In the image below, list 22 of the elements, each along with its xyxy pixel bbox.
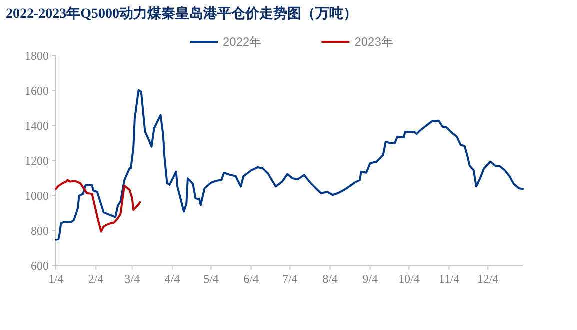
y-tick-label: 1000 xyxy=(25,189,49,203)
x-tick-label: 2/4 xyxy=(88,272,104,286)
legend-label: 2022年 xyxy=(223,35,262,49)
x-tick-label: 4/4 xyxy=(164,272,180,286)
x-tick-label: 5/4 xyxy=(204,272,219,286)
y-tick-label: 1400 xyxy=(25,119,49,133)
legend-label: 2023年 xyxy=(354,35,394,49)
x-tick-label: 11/4 xyxy=(438,272,460,286)
x-tick-label: 12/4 xyxy=(477,272,499,286)
x-tick-label: 10/4 xyxy=(398,272,420,286)
x-tick-label: 3/4 xyxy=(124,272,140,286)
y-tick-label: 1800 xyxy=(25,49,49,63)
y-tick-label: 800 xyxy=(31,224,49,238)
chart-title: 2022-2023年Q5000动力煤秦皇岛港平仓价走势图（万吨） xyxy=(6,6,358,22)
y-tick-label: 1600 xyxy=(25,84,49,98)
x-tick-label: 6/4 xyxy=(244,272,260,286)
y-tick-label: 1200 xyxy=(25,154,49,168)
x-tick-label: 8/4 xyxy=(322,272,338,286)
x-tick-label: 9/4 xyxy=(362,272,378,286)
x-tick-label: 7/4 xyxy=(282,272,298,286)
x-tick-label: 1/4 xyxy=(48,272,64,286)
y-tick-label: 600 xyxy=(31,259,49,273)
